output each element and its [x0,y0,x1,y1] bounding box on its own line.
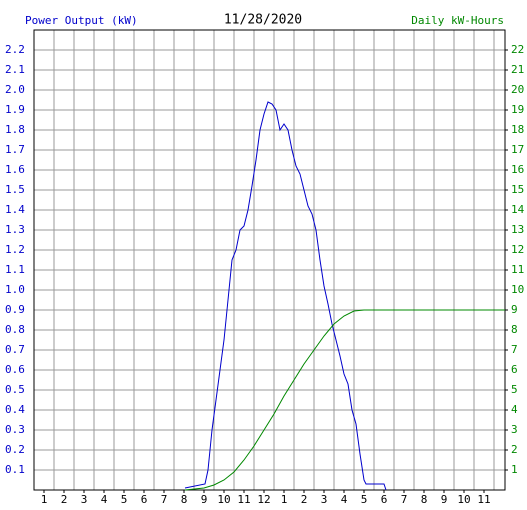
plot-border [33,29,506,491]
y-tick-label: 1.8 [5,123,25,136]
y2-tick-label: 15 [511,183,524,196]
y-tick-label: 1.0 [5,283,25,296]
x-tick-label: 9 [441,493,448,506]
y2-tick-label: 19 [511,103,524,116]
y2-axis-label: Daily kW-Hours [411,14,504,27]
y2-tick-label: 13 [511,223,524,236]
x-tick-label: 9 [201,493,208,506]
x-tick-label: 12 [257,493,270,506]
y-tick-label: 1.9 [5,103,25,116]
x-tick-label: 4 [341,493,348,506]
x-tick-label: 2 [301,493,308,506]
x-tick-label: 10 [457,493,470,506]
y2-tick-label: 5 [511,383,518,396]
y2-tick-label: 9 [511,303,518,316]
x-tick-label: 11 [237,493,250,506]
y-tick-label: 0.8 [5,323,25,336]
y2-tick-label: 8 [511,323,518,336]
y2-tick-label: 14 [511,203,525,216]
y-tick-label: 1.2 [5,243,25,256]
y2-tick-label: 6 [511,363,518,376]
y-tick-label: 0.6 [5,363,25,376]
series-line [184,309,505,491]
chart-title: 11/28/2020 [224,13,302,28]
y-tick-label: 0.1 [5,463,25,476]
y-tick-label: 2.0 [5,83,25,96]
y-tick-label: 0.9 [5,303,25,316]
x-tick-label: 8 [421,493,428,506]
y2-tick-label: 1 [511,463,518,476]
x-tick-label: 7 [161,493,168,506]
y2-tick-label: 12 [511,243,524,256]
y-tick-label: 0.2 [5,443,25,456]
y-tick-label: 2.2 [5,43,25,56]
y2-tick-label: 4 [511,403,518,416]
y-tick-label: 1.1 [5,263,25,276]
y2-tick-label: 17 [511,143,524,156]
y-tick-label: 0.4 [5,403,25,416]
x-tick-label: 6 [381,493,388,506]
y2-tick-label: 16 [511,163,524,176]
x-tick-label: 5 [121,493,128,506]
x-tick-label: 2 [61,493,68,506]
y2-tick-label: 20 [511,83,524,96]
y-tick-label: 1.4 [5,203,25,216]
x-tick-label: 7 [401,493,408,506]
y2-tick-label: 11 [511,263,524,276]
x-tick-label: 1 [41,493,48,506]
y2-tick-label: 22 [511,43,524,56]
x-tick-label: 3 [81,493,88,506]
y2-tick-label: 7 [511,343,518,356]
y-tick-label: 1.3 [5,223,25,236]
x-tick-label: 8 [181,493,188,506]
x-tick-label: 5 [361,493,368,506]
y2-tick-label: 2 [511,443,518,456]
y2-tick-label: 3 [511,423,518,436]
y-tick-label: 1.7 [5,143,25,156]
y-tick-label: 1.6 [5,163,25,176]
x-tick-label: 4 [101,493,108,506]
y-tick-label: 1.5 [5,183,25,196]
y-tick-label: 0.7 [5,343,25,356]
x-tick-label: 6 [141,493,148,506]
x-tick-label: 11 [477,493,490,506]
y-tick-label: 0.5 [5,383,25,396]
x-tick-label: 3 [321,493,328,506]
y-tick-label: 2.1 [5,63,25,76]
series-line [184,101,387,491]
x-tick-label: 10 [217,493,230,506]
x-tick-label: 1 [281,493,288,506]
y2-tick-label: 18 [511,123,524,136]
y2-tick-label: 10 [511,283,524,296]
y2-tick-label: 21 [511,63,524,76]
y-tick-label: 0.3 [5,423,25,436]
y-axis-label: Power Output (kW) [25,14,138,27]
